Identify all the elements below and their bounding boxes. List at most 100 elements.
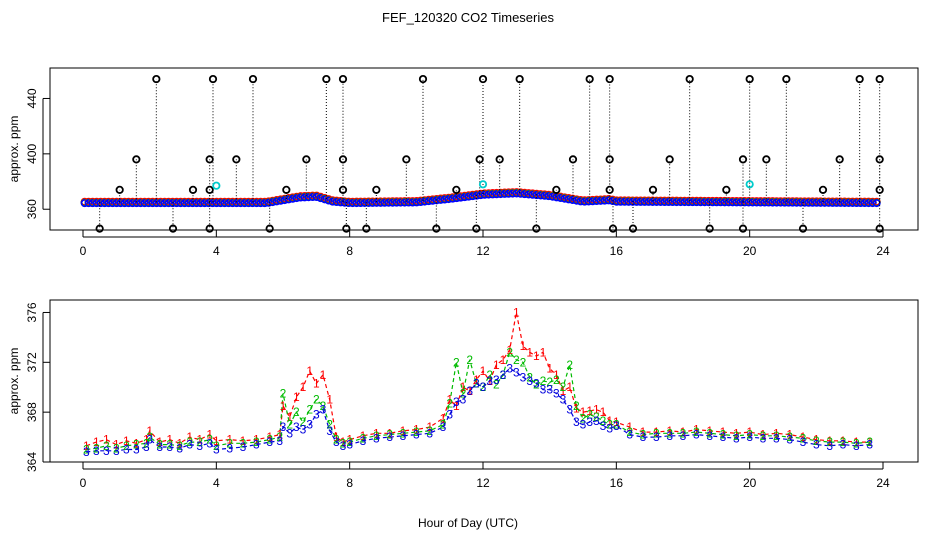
series-1-point: 1 — [540, 345, 547, 359]
top-spike-mid-point — [232, 155, 241, 164]
top-baseline-point — [452, 194, 461, 203]
series-1-point: 1 — [280, 399, 287, 413]
series-3-point: 3 — [440, 420, 447, 434]
series-3-point: 3 — [320, 403, 327, 417]
top-baseline-point — [476, 191, 485, 200]
series-3-point: 3 — [123, 443, 130, 457]
top-baseline-point — [828, 198, 837, 207]
series-3-point: 3 — [613, 419, 620, 433]
series-2-line — [86, 351, 870, 451]
top-spike-mid-point — [302, 155, 311, 164]
top-baseline-point — [800, 198, 809, 207]
series-3-point: 3 — [93, 444, 100, 458]
series-3-point: 3 — [533, 376, 540, 390]
series-3-line — [86, 367, 870, 453]
top-spike-mid-point — [875, 155, 884, 164]
series-3-point: 3 — [580, 418, 587, 432]
top-baseline-point — [652, 197, 661, 206]
bottom-y-tick-label: 376 — [25, 302, 39, 322]
series-1-point: 1 — [400, 424, 407, 438]
series-2-point: 2 — [253, 435, 260, 449]
top-spike-high-point — [322, 74, 331, 84]
bottom-x-tick-label: 16 — [610, 476, 624, 490]
series-2-point: 2 — [146, 430, 153, 444]
top-baseline-point — [496, 190, 505, 199]
top-baseline-point — [176, 199, 185, 208]
top-baseline-point — [688, 198, 697, 207]
series-2-point: 2 — [346, 435, 353, 449]
series-1-point: 1 — [573, 401, 580, 415]
series-1-point: 1 — [486, 374, 493, 388]
top-baseline-point — [692, 198, 701, 207]
top-ylabel: approx. ppm — [7, 116, 21, 183]
series-3-point: 3 — [500, 368, 507, 382]
series-1-point: 1 — [553, 368, 560, 382]
top-baseline-point — [736, 198, 745, 207]
top-baseline-point — [644, 197, 653, 206]
top-baseline-point — [676, 198, 685, 207]
top-spike-mid-point — [835, 155, 844, 164]
top-baseline-point — [428, 196, 437, 205]
series-3-point: 3 — [453, 395, 460, 409]
series-1-point: 1 — [506, 343, 513, 357]
series-2-point: 2 — [460, 386, 467, 400]
series-2-point: 2 — [280, 386, 287, 400]
series-3-point: 3 — [600, 419, 607, 433]
x-axis-label: Hour of Day (UTC) — [418, 516, 518, 530]
series-2-point: 2 — [586, 408, 593, 422]
series-2-point: 2 — [693, 425, 700, 439]
top-baseline-point — [96, 199, 105, 208]
series-3-point: 3 — [593, 414, 600, 428]
top-x-tick-label: 8 — [346, 244, 353, 258]
top-spike-down-point — [608, 224, 618, 233]
series-2-point: 2 — [853, 436, 860, 450]
top-spike-high-point — [745, 74, 754, 84]
series-3-point: 3 — [506, 362, 513, 376]
top-baseline-point — [512, 189, 521, 198]
top-spike-mid-point — [338, 155, 348, 164]
series-1-point: 1 — [500, 353, 507, 367]
top-baseline-point — [404, 198, 413, 207]
series-1-point: 1 — [453, 399, 460, 413]
top-baseline-point — [772, 198, 781, 207]
series-3-point: 3 — [226, 441, 233, 455]
top-baseline-point — [768, 198, 777, 207]
series-2-point: 2 — [240, 436, 247, 450]
series-2-point: 2 — [113, 441, 120, 455]
top-plot-frame — [49, 67, 919, 231]
series-1-point: 1 — [640, 425, 647, 439]
top-baseline-point — [468, 192, 477, 201]
series-3-point: 3 — [666, 429, 673, 443]
top-spike-low-point — [648, 185, 658, 194]
top-baseline-point — [228, 199, 237, 208]
series-2-point: 2 — [593, 410, 600, 424]
top-spike-low-point — [372, 185, 381, 194]
top-baseline-point — [740, 198, 749, 207]
top-baseline-point — [864, 199, 873, 208]
top-baseline-point — [340, 198, 349, 207]
top-baseline-point — [492, 190, 501, 199]
series-1-point: 1 — [826, 434, 833, 448]
series-1-point: 1 — [156, 435, 163, 449]
top-baseline-point — [364, 198, 373, 207]
top-baseline-point — [276, 196, 285, 205]
series-3-point: 3 — [746, 430, 753, 444]
top-spike-high-point — [152, 74, 161, 84]
series-3-point: 3 — [196, 439, 203, 453]
top-baseline-point — [392, 198, 401, 207]
series-1-point: 1 — [446, 393, 453, 407]
top-spike-down-point — [432, 224, 441, 233]
series-3-point: 3 — [493, 373, 500, 387]
top-baseline-point — [216, 199, 225, 208]
top-baseline-point — [776, 198, 785, 207]
top-spike-down-point — [738, 224, 748, 233]
top-baseline-point — [716, 198, 725, 207]
series-3-point: 3 — [213, 443, 220, 457]
series-1-point: 1 — [520, 339, 527, 353]
top-spike-mid-point — [205, 155, 214, 164]
series-3-point: 3 — [386, 430, 393, 444]
top-baseline-point — [252, 199, 261, 208]
top-spike-mid-point — [568, 155, 578, 164]
top-spike-down-point — [265, 224, 274, 233]
series-2-point: 2 — [133, 438, 140, 452]
